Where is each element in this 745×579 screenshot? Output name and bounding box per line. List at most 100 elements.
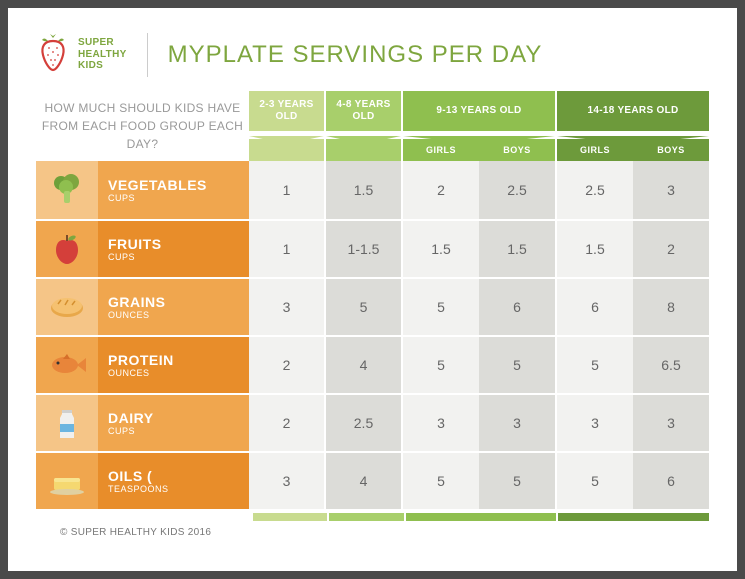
- food-unit: OUNCES: [108, 310, 165, 320]
- data-cell: 1.5: [403, 221, 479, 277]
- brand-line1: SUPER: [78, 37, 127, 49]
- footer-segment: [329, 513, 403, 521]
- row-label: FRUITS CUPS: [108, 236, 162, 262]
- data-cell: 5: [403, 337, 479, 393]
- age-header: 14-18 YEARS OLD: [557, 91, 709, 131]
- data-cell: 2: [249, 395, 324, 451]
- data-cell: 5: [557, 337, 633, 393]
- food-name: FRUITS: [108, 236, 162, 252]
- strawberry-icon: [36, 32, 70, 77]
- row-label: GRAINS OUNCES: [108, 294, 165, 320]
- data-cell: 3: [633, 395, 709, 451]
- food-name: PROTEIN: [108, 352, 174, 368]
- data-cell: 1.5: [479, 221, 555, 277]
- sub-header-cell: BOYS: [633, 139, 709, 161]
- data-cell: 2: [249, 337, 324, 393]
- sub-header-cell: [326, 139, 401, 161]
- sub-header-cell: BOYS: [479, 139, 555, 161]
- row-label: OILS ( TEASPOONS: [108, 468, 169, 494]
- data-cell: 1: [249, 161, 324, 219]
- table-row: 11-1.51.51.51.52: [249, 221, 709, 277]
- brand-line2: HEALTHY: [78, 49, 127, 61]
- bread-icon: [36, 279, 98, 335]
- fish-icon: [36, 337, 98, 393]
- arrow-down-icon: [326, 131, 401, 139]
- footer-segment: [253, 513, 327, 521]
- data-cell: 3: [249, 453, 324, 509]
- age-header: 4-8 YEARS OLD: [326, 91, 401, 131]
- data-cell: 8: [633, 279, 709, 335]
- food-name: GRAINS: [108, 294, 165, 310]
- data-cell: 3: [249, 279, 324, 335]
- data-cell: 4: [326, 337, 401, 393]
- sub-header-cell: GIRLS: [557, 139, 633, 161]
- brand-line3: KIDS: [78, 60, 127, 72]
- copyright: © SUPER HEALTHY KIDS 2016: [60, 527, 709, 538]
- food-name: DAIRY: [108, 410, 154, 426]
- arrow-down-icon: [557, 131, 709, 139]
- question-text: HOW MUCH SHOULD KIDS HAVE FROM EACH FOOD…: [36, 91, 249, 161]
- footer-bar: [36, 513, 709, 521]
- data-cell: 4: [326, 453, 401, 509]
- food-unit: OUNCES: [108, 368, 174, 378]
- row-header: OILS ( TEASPOONS: [36, 453, 249, 509]
- data-cell: 3: [557, 395, 633, 451]
- row-header: DAIRY CUPS: [36, 395, 249, 451]
- data-cell: 1: [249, 221, 324, 277]
- food-name: VEGETABLES: [108, 177, 207, 193]
- food-unit: CUPS: [108, 426, 154, 436]
- arrow-down-icon: [249, 131, 324, 139]
- data-cell: 2.5: [326, 395, 401, 451]
- broccoli-icon: [36, 161, 98, 219]
- milk-icon: [36, 395, 98, 451]
- arrow-row: [249, 131, 709, 139]
- data-cell: 3: [479, 395, 555, 451]
- data-cell: 2: [633, 221, 709, 277]
- data-cell: 1.5: [326, 161, 401, 219]
- butter-icon: [36, 453, 98, 509]
- table-row: 345556: [249, 453, 709, 509]
- age-header: 2-3 YEARS OLD: [249, 91, 324, 131]
- data-cell: 5: [403, 453, 479, 509]
- data-cell: 1-1.5: [326, 221, 401, 277]
- data-cell: 5: [403, 279, 479, 335]
- food-unit: CUPS: [108, 193, 207, 203]
- row-header: GRAINS OUNCES: [36, 279, 249, 335]
- data-cell: 5: [479, 337, 555, 393]
- header-divider: [147, 33, 148, 77]
- data-cell: 6: [557, 279, 633, 335]
- apple-icon: [36, 221, 98, 277]
- data-cell: 5: [557, 453, 633, 509]
- page-title: MYPLATE SERVINGS PER DAY: [168, 41, 543, 69]
- data-cell: 5: [479, 453, 555, 509]
- sub-header-row: GIRLSBOYSGIRLSBOYS: [249, 139, 709, 161]
- age-header: 9-13 YEARS OLD: [403, 91, 555, 131]
- sub-header-cell: GIRLS: [403, 139, 479, 161]
- sub-header-cell: [249, 139, 324, 161]
- data-cell: 6.5: [633, 337, 709, 393]
- food-unit: TEASPOONS: [108, 484, 169, 494]
- row-label: PROTEIN OUNCES: [108, 352, 174, 378]
- header: SUPER HEALTHY KIDS MYPLATE SERVINGS PER …: [36, 32, 709, 77]
- data-cell: 6: [479, 279, 555, 335]
- footer-segment: [36, 513, 253, 521]
- content: HOW MUCH SHOULD KIDS HAVE FROM EACH FOOD…: [36, 91, 709, 509]
- page: SUPER HEALTHY KIDS MYPLATE SERVINGS PER …: [8, 8, 737, 571]
- row-label: DAIRY CUPS: [108, 410, 154, 436]
- data-cell: 3: [403, 395, 479, 451]
- table-row: 11.522.52.53: [249, 161, 709, 219]
- data-cell: 3: [633, 161, 709, 219]
- footer-segment: [558, 513, 709, 521]
- data-cell: 6: [633, 453, 709, 509]
- left-column: HOW MUCH SHOULD KIDS HAVE FROM EACH FOOD…: [36, 91, 249, 509]
- footer-segment: [406, 513, 557, 521]
- data-grid: 2-3 YEARS OLD4-8 YEARS OLD9-13 YEARS OLD…: [249, 91, 709, 509]
- data-cell: 2.5: [479, 161, 555, 219]
- data-cell: 2.5: [557, 161, 633, 219]
- table-row: 355668: [249, 279, 709, 335]
- row-header: FRUITS CUPS: [36, 221, 249, 277]
- food-unit: CUPS: [108, 252, 162, 262]
- column-header-row: 2-3 YEARS OLD4-8 YEARS OLD9-13 YEARS OLD…: [249, 91, 709, 131]
- food-name: OILS (: [108, 468, 169, 484]
- data-cell: 1.5: [557, 221, 633, 277]
